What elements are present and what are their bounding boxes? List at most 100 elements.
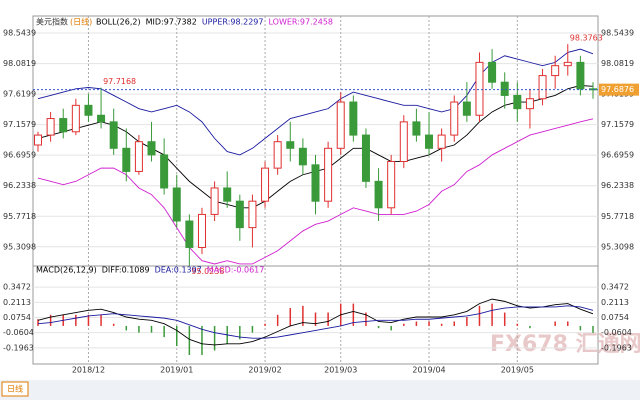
candle-body bbox=[387, 161, 396, 209]
y-tick-label: 0.0754 bbox=[601, 313, 629, 322]
candle-body bbox=[525, 98, 534, 110]
candle-body bbox=[298, 147, 307, 166]
x-tick-label: 2019/04 bbox=[412, 366, 445, 375]
y-tick-label: 96.6959 bbox=[3, 151, 36, 160]
candle-body bbox=[500, 81, 509, 96]
candle-body bbox=[399, 121, 408, 163]
extreme-label: 95.0238 bbox=[191, 267, 224, 276]
candle-body bbox=[475, 61, 484, 116]
candle-body bbox=[185, 220, 194, 248]
candle-body bbox=[172, 187, 181, 222]
y-tick-label: 96.2338 bbox=[601, 181, 634, 190]
candle-body bbox=[286, 141, 295, 149]
x-tick-label: 2019/05 bbox=[501, 366, 534, 375]
candle-body bbox=[248, 200, 257, 229]
candle-body bbox=[122, 147, 131, 172]
x-tick-label: 2019/02 bbox=[248, 366, 281, 375]
period-button-label[interactable]: 日线 bbox=[7, 384, 23, 394]
candle-body bbox=[97, 114, 106, 123]
candle-body bbox=[34, 134, 42, 146]
candle-body bbox=[336, 101, 345, 149]
x-tick-label: 2019/01 bbox=[160, 366, 193, 375]
y-tick-label: 0.0754 bbox=[3, 313, 31, 322]
candle-body bbox=[576, 61, 585, 90]
bottom-bar bbox=[0, 380, 640, 400]
candle-body bbox=[551, 65, 560, 77]
legend-entry: UPPER:98.2297 bbox=[202, 18, 264, 27]
last-price-tag bbox=[599, 83, 639, 96]
dea-line bbox=[37, 305, 594, 339]
candle-body bbox=[147, 141, 156, 156]
legend-entry: MID:97.7382 bbox=[146, 18, 197, 27]
candle-body bbox=[59, 118, 68, 133]
candle-body bbox=[261, 167, 270, 202]
candle-body bbox=[84, 104, 93, 116]
candle-body bbox=[109, 121, 118, 149]
boll-upper bbox=[37, 48, 594, 156]
candle-body bbox=[210, 187, 219, 215]
y-tick-label: 95.3098 bbox=[3, 242, 36, 251]
candle-body bbox=[488, 61, 497, 83]
y-tick-label: 95.7718 bbox=[601, 212, 634, 221]
y-tick-label: 0.2113 bbox=[3, 298, 31, 307]
y-tick-label: 95.3098 bbox=[601, 242, 634, 251]
y-tick-label: 98.0819 bbox=[3, 59, 36, 68]
y-tick-label: -0.1963 bbox=[601, 343, 632, 352]
legend-entry: DIFF:0.1089 bbox=[102, 266, 150, 275]
candle-body bbox=[462, 101, 471, 116]
x-tick-label: 2019/03 bbox=[324, 366, 357, 375]
candle-body bbox=[235, 200, 244, 229]
legend-entry: DEA:0.1397 bbox=[155, 266, 202, 275]
candle-body bbox=[412, 121, 421, 136]
legend-entry: MACD(26,12,9) bbox=[36, 266, 97, 275]
candle-body bbox=[324, 147, 333, 202]
candle-body bbox=[223, 187, 232, 202]
candle-body bbox=[361, 134, 370, 182]
chart-title: 美元指数 bbox=[36, 17, 68, 27]
candle-body bbox=[450, 101, 459, 136]
y-tick-label: 98.5439 bbox=[601, 29, 634, 38]
candle-body bbox=[46, 118, 55, 136]
y-tick-label: 0.3472 bbox=[3, 283, 31, 292]
frame bbox=[32, 15, 599, 365]
legend-entry: LOWER:97.2458 bbox=[268, 18, 333, 27]
candle-body bbox=[311, 164, 320, 202]
y-tick-label: 0.2113 bbox=[601, 298, 629, 307]
y-tick-label: -0.0604 bbox=[3, 328, 34, 337]
period: (日线) bbox=[70, 17, 92, 27]
extreme-label: 98.3763 bbox=[570, 34, 603, 43]
diff-line bbox=[37, 298, 594, 346]
y-tick-label: -0.1963 bbox=[3, 343, 34, 352]
candle-body bbox=[197, 213, 206, 248]
candle-body bbox=[538, 75, 547, 100]
candle-body bbox=[71, 104, 80, 133]
candle-body bbox=[425, 134, 434, 149]
candle-body bbox=[273, 141, 282, 169]
y-tick-label: 0.3472 bbox=[601, 283, 629, 292]
y-tick-label: -0.0604 bbox=[601, 328, 632, 337]
y-tick-label: 97.1579 bbox=[3, 120, 36, 129]
candle-body bbox=[134, 141, 143, 172]
y-tick-label: 96.2338 bbox=[3, 181, 36, 190]
y-tick-label: 95.7718 bbox=[3, 212, 36, 221]
candle-body bbox=[437, 134, 446, 149]
extreme-label: 97.7168 bbox=[103, 77, 136, 86]
y-tick-label: 97.1579 bbox=[601, 120, 634, 129]
y-tick-label: 98.0819 bbox=[601, 59, 634, 68]
y-tick-label: 97.6199 bbox=[3, 90, 36, 99]
y-tick-label: 96.6959 bbox=[601, 151, 634, 160]
candle-body bbox=[563, 61, 572, 67]
watermark: FX678 汇通网 bbox=[490, 332, 640, 357]
candle-body bbox=[349, 101, 358, 136]
x-tick-label: 2018/12 bbox=[72, 366, 105, 375]
period-button[interactable] bbox=[1, 381, 29, 397]
legend-entry: MACD:-0.0617 bbox=[207, 266, 265, 275]
y-tick-label: 98.5439 bbox=[3, 29, 36, 38]
boll-lower bbox=[37, 118, 594, 265]
legend-entry: BOLL(26,2) bbox=[96, 18, 141, 27]
last-price-label: 97.6876 bbox=[601, 85, 634, 94]
candle-body bbox=[160, 154, 169, 189]
candle-body bbox=[513, 94, 522, 110]
